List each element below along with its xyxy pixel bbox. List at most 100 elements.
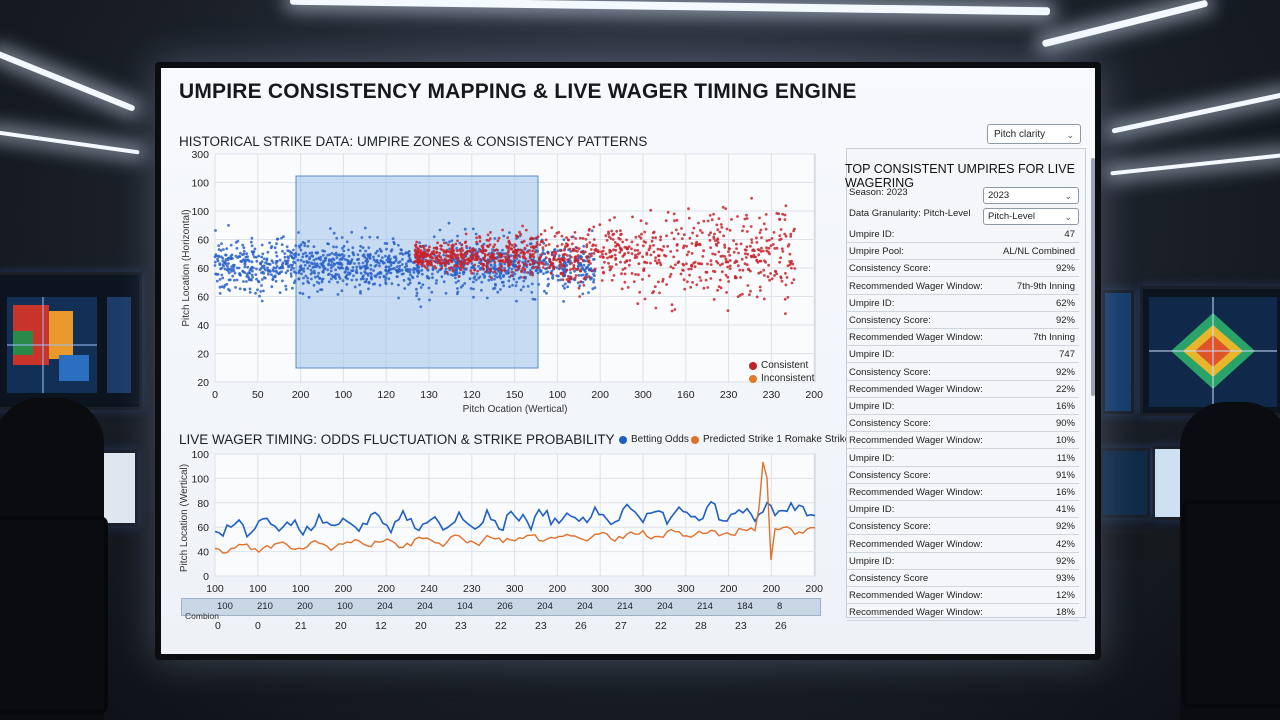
timeline-cell[interactable]: 214 [617,601,633,612]
scatter-point-blue [248,287,252,291]
scatter-point-blue [547,282,550,286]
timeline-cell[interactable]: 204 [377,601,393,612]
scatter-point-red [433,265,437,268]
umpire-stat-value: 16% [1055,487,1075,498]
scatter-point-red [590,254,593,258]
scatter-point-red [772,231,776,234]
line-x-tick: 200 [377,583,395,595]
scatter-point-red [473,268,476,272]
scatter-point-blue [300,272,303,276]
scatter-point-red [473,258,477,261]
scatter-point-blue [563,282,567,286]
scatter-point-blue [297,253,300,256]
scatter-point-blue [463,282,467,285]
scatter-point-red [661,277,665,281]
scatter-point-red [620,232,623,236]
scatter-point-red [724,207,728,210]
timeline-sub-label: 20 [335,620,347,632]
scatter-point-red [557,257,561,260]
scatter-point-red [766,275,770,279]
timeline-cell[interactable]: 204 [537,601,553,612]
scatter-point-blue [447,221,451,225]
scatter-point-blue [289,263,293,267]
legend-predicted-strike[interactable]: Predicted Strike 1 Romake Strike [691,434,850,445]
scatter-point-blue [409,268,412,271]
scatter-point-red [689,267,693,271]
scatter-point-blue [218,263,222,266]
scatter-point-blue [364,271,367,275]
scatter-point-red [740,257,744,261]
scatter-point-red [582,277,586,280]
scatter-point-blue [494,268,498,271]
scatter-point-red [675,218,679,222]
scatter-point-red [705,270,709,274]
timeline-cell[interactable]: 206 [497,601,513,612]
scatter-point-blue [394,257,398,260]
scatter-point-blue [390,248,394,251]
scatter-point-red [507,240,511,244]
scatter-point-blue [374,275,378,279]
timeline-cell[interactable]: 210 [257,601,273,612]
timeline-cell[interactable]: 184 [737,601,753,612]
scatter-point-red [637,262,641,266]
scatter-point-blue [252,250,256,254]
scatter-point-red [759,289,762,292]
scatter-point-red [781,212,785,216]
legend-betting-odds[interactable]: Betting Odds [619,434,689,445]
timeline-cell[interactable]: 214 [697,601,713,612]
scatter-point-red [724,273,728,277]
scatter-point-red [447,266,451,270]
scatter-point-red [690,264,693,268]
scatter-x-tick: 230 [720,389,738,401]
scatter-point-red [567,238,570,242]
scatter-point-red [762,268,766,272]
scatter-point-blue [420,268,424,272]
timeline-cell[interactable]: 204 [657,601,673,612]
scatter-point-red [685,244,688,248]
pitch-clarity-select[interactable]: Pitch clarity ⌄ [987,124,1081,144]
scatter-point-blue [539,270,543,273]
scatter-point-blue [323,257,327,260]
timeline-cell[interactable]: 204 [417,601,433,612]
scatter-point-blue [562,238,566,242]
scatter-point-red [643,230,647,234]
timeline-cell[interactable]: 204 [577,601,593,612]
timeline-cell[interactable]: 104 [457,601,473,612]
line-y-tick: 0 [203,571,209,583]
scatter-point-red [672,212,676,216]
side-panel-scrollbar[interactable] [1091,158,1095,396]
scatter-point-red [460,265,464,269]
scatter-point-red [641,278,644,281]
scatter-point-blue [303,244,307,247]
timeline-cell[interactable]: 100 [337,601,353,612]
scatter-point-red [486,245,490,248]
scatter-point-red [736,295,740,298]
timeline-cell[interactable]: 200 [297,601,313,612]
line-x-tick: 300 [634,583,652,595]
scatter-point-red [710,218,714,222]
scatter-point-blue [458,271,461,275]
scatter-point-blue [365,277,369,281]
scatter-point-red [552,267,555,271]
granularity-select[interactable]: Pitch-Level ⌄ [983,208,1079,225]
season-select[interactable]: 2023 ⌄ [983,187,1079,204]
timeline-cell[interactable]: 8 [777,601,783,612]
scatter-point-blue [323,249,326,253]
scatter-point-red [759,270,763,274]
scatter-point-red [749,225,753,228]
scatter-point-blue [327,242,330,246]
scatter-point-red [719,223,723,226]
scatter-point-red [695,240,698,244]
timeline-cell[interactable]: 100 [217,601,233,612]
scatter-point-blue [359,277,363,281]
scatter-point-red [620,272,623,276]
scatter-point-blue [592,258,595,261]
scatter-point-blue [421,283,425,287]
scatter-point-blue [251,253,255,256]
scatter-point-blue [530,290,534,294]
scatter-point-red [578,295,582,298]
scatter-point-red [548,258,552,262]
scatter-point-blue [238,287,242,291]
scatter-point-red [492,252,496,256]
timeline-strip[interactable] [181,598,821,616]
